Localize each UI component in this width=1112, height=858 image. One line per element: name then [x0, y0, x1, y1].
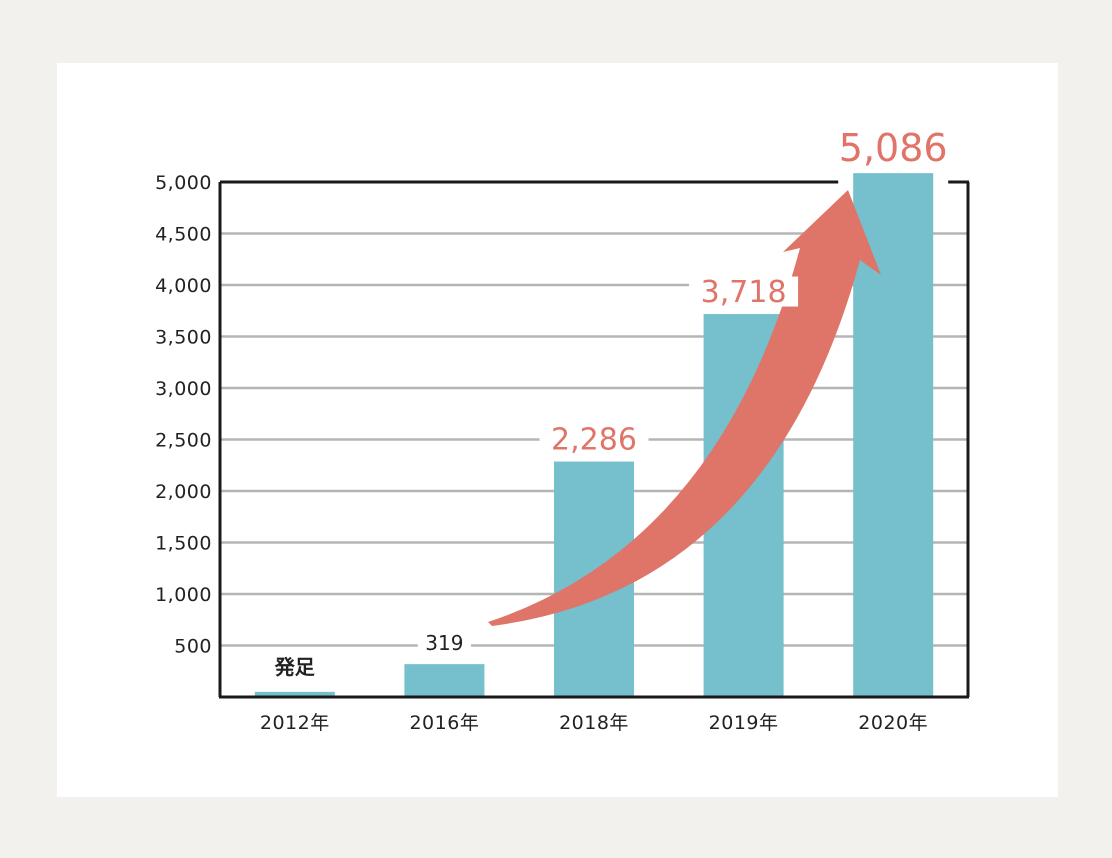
data-label: 2,286 [551, 423, 637, 458]
x-tick-label: 2020年 [858, 712, 928, 734]
x-tick-label: 2019年 [709, 712, 779, 734]
data-label-background [689, 276, 799, 307]
x-tick-label: 2018年 [559, 712, 629, 734]
x-tick-label: 2012年 [260, 712, 330, 734]
y-tick-label: 3,500 [155, 327, 212, 349]
data-label: 319 [425, 631, 463, 655]
data-label: 3,718 [701, 275, 787, 310]
y-tick-label: 2,500 [155, 430, 212, 452]
data-label: 5,086 [839, 126, 948, 170]
y-tick-label: 3,000 [155, 378, 212, 400]
data-label-background [539, 424, 649, 455]
y-tick-label: 1,000 [155, 584, 212, 606]
y-tick-label: 4,000 [155, 275, 212, 297]
bar-2012年 [254, 691, 335, 696]
bar-2016年 [404, 664, 485, 696]
y-tick-label: 2,000 [155, 481, 212, 503]
data-label: 発足 [274, 655, 316, 679]
y-tick-label: 1,500 [155, 533, 212, 555]
y-tick-label: 500 [174, 636, 212, 658]
data-label-background [826, 128, 961, 167]
x-tick-label: 2016年 [409, 712, 479, 734]
trend-arrow-icon [488, 190, 881, 626]
y-tick-label: 4,500 [155, 224, 212, 246]
y-tick-label: 5,000 [155, 172, 212, 194]
data-label-background [417, 633, 471, 654]
